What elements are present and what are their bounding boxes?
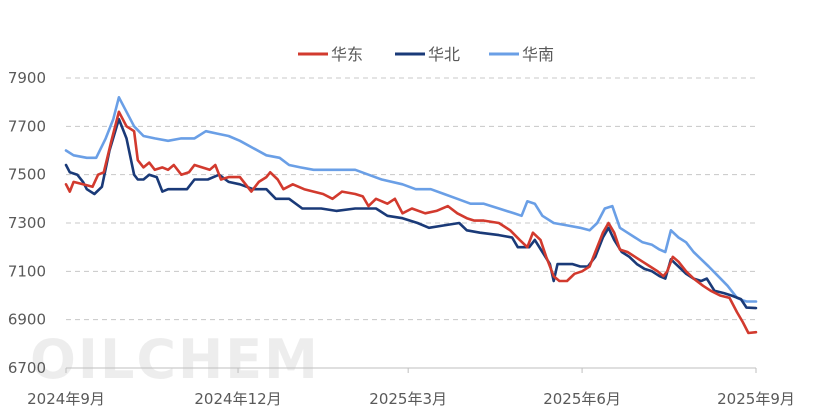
x-tick-label: 2024年12月	[194, 390, 281, 408]
x-tick-label: 2025年9月	[717, 390, 795, 408]
y-tick-label: 7300	[8, 214, 46, 232]
x-tick-label: 2025年3月	[369, 390, 447, 408]
x-axis: 2024年9月 2024年12月 2025年3月 2025年6月 2025年9月	[27, 367, 795, 408]
legend-label: 华北	[428, 45, 460, 64]
y-tick-label: 7100	[8, 262, 46, 280]
x-tick-label: 2024年9月	[27, 390, 105, 408]
series-line-0	[64, 110, 758, 335]
series-lines	[64, 96, 758, 335]
y-tick-label: 7900	[8, 69, 46, 87]
legend-label: 华南	[522, 45, 554, 64]
y-axis: 6700 6900 7100 7300 7500 7700 7900	[8, 69, 46, 377]
x-tick-label: 2025年6月	[543, 390, 621, 408]
legend: 华东 华北 华南	[298, 45, 554, 64]
watermark-text: OILCHEM	[30, 328, 320, 391]
y-tick-label: 7700	[8, 117, 46, 135]
y-tick-label: 7500	[8, 166, 46, 184]
legend-label: 华东	[331, 45, 363, 64]
y-tick-label: 6900	[8, 311, 46, 329]
y-tick-label: 6700	[8, 359, 46, 377]
gridlines	[66, 77, 756, 321]
series-line-1	[64, 117, 758, 310]
series-line-2	[64, 96, 758, 303]
